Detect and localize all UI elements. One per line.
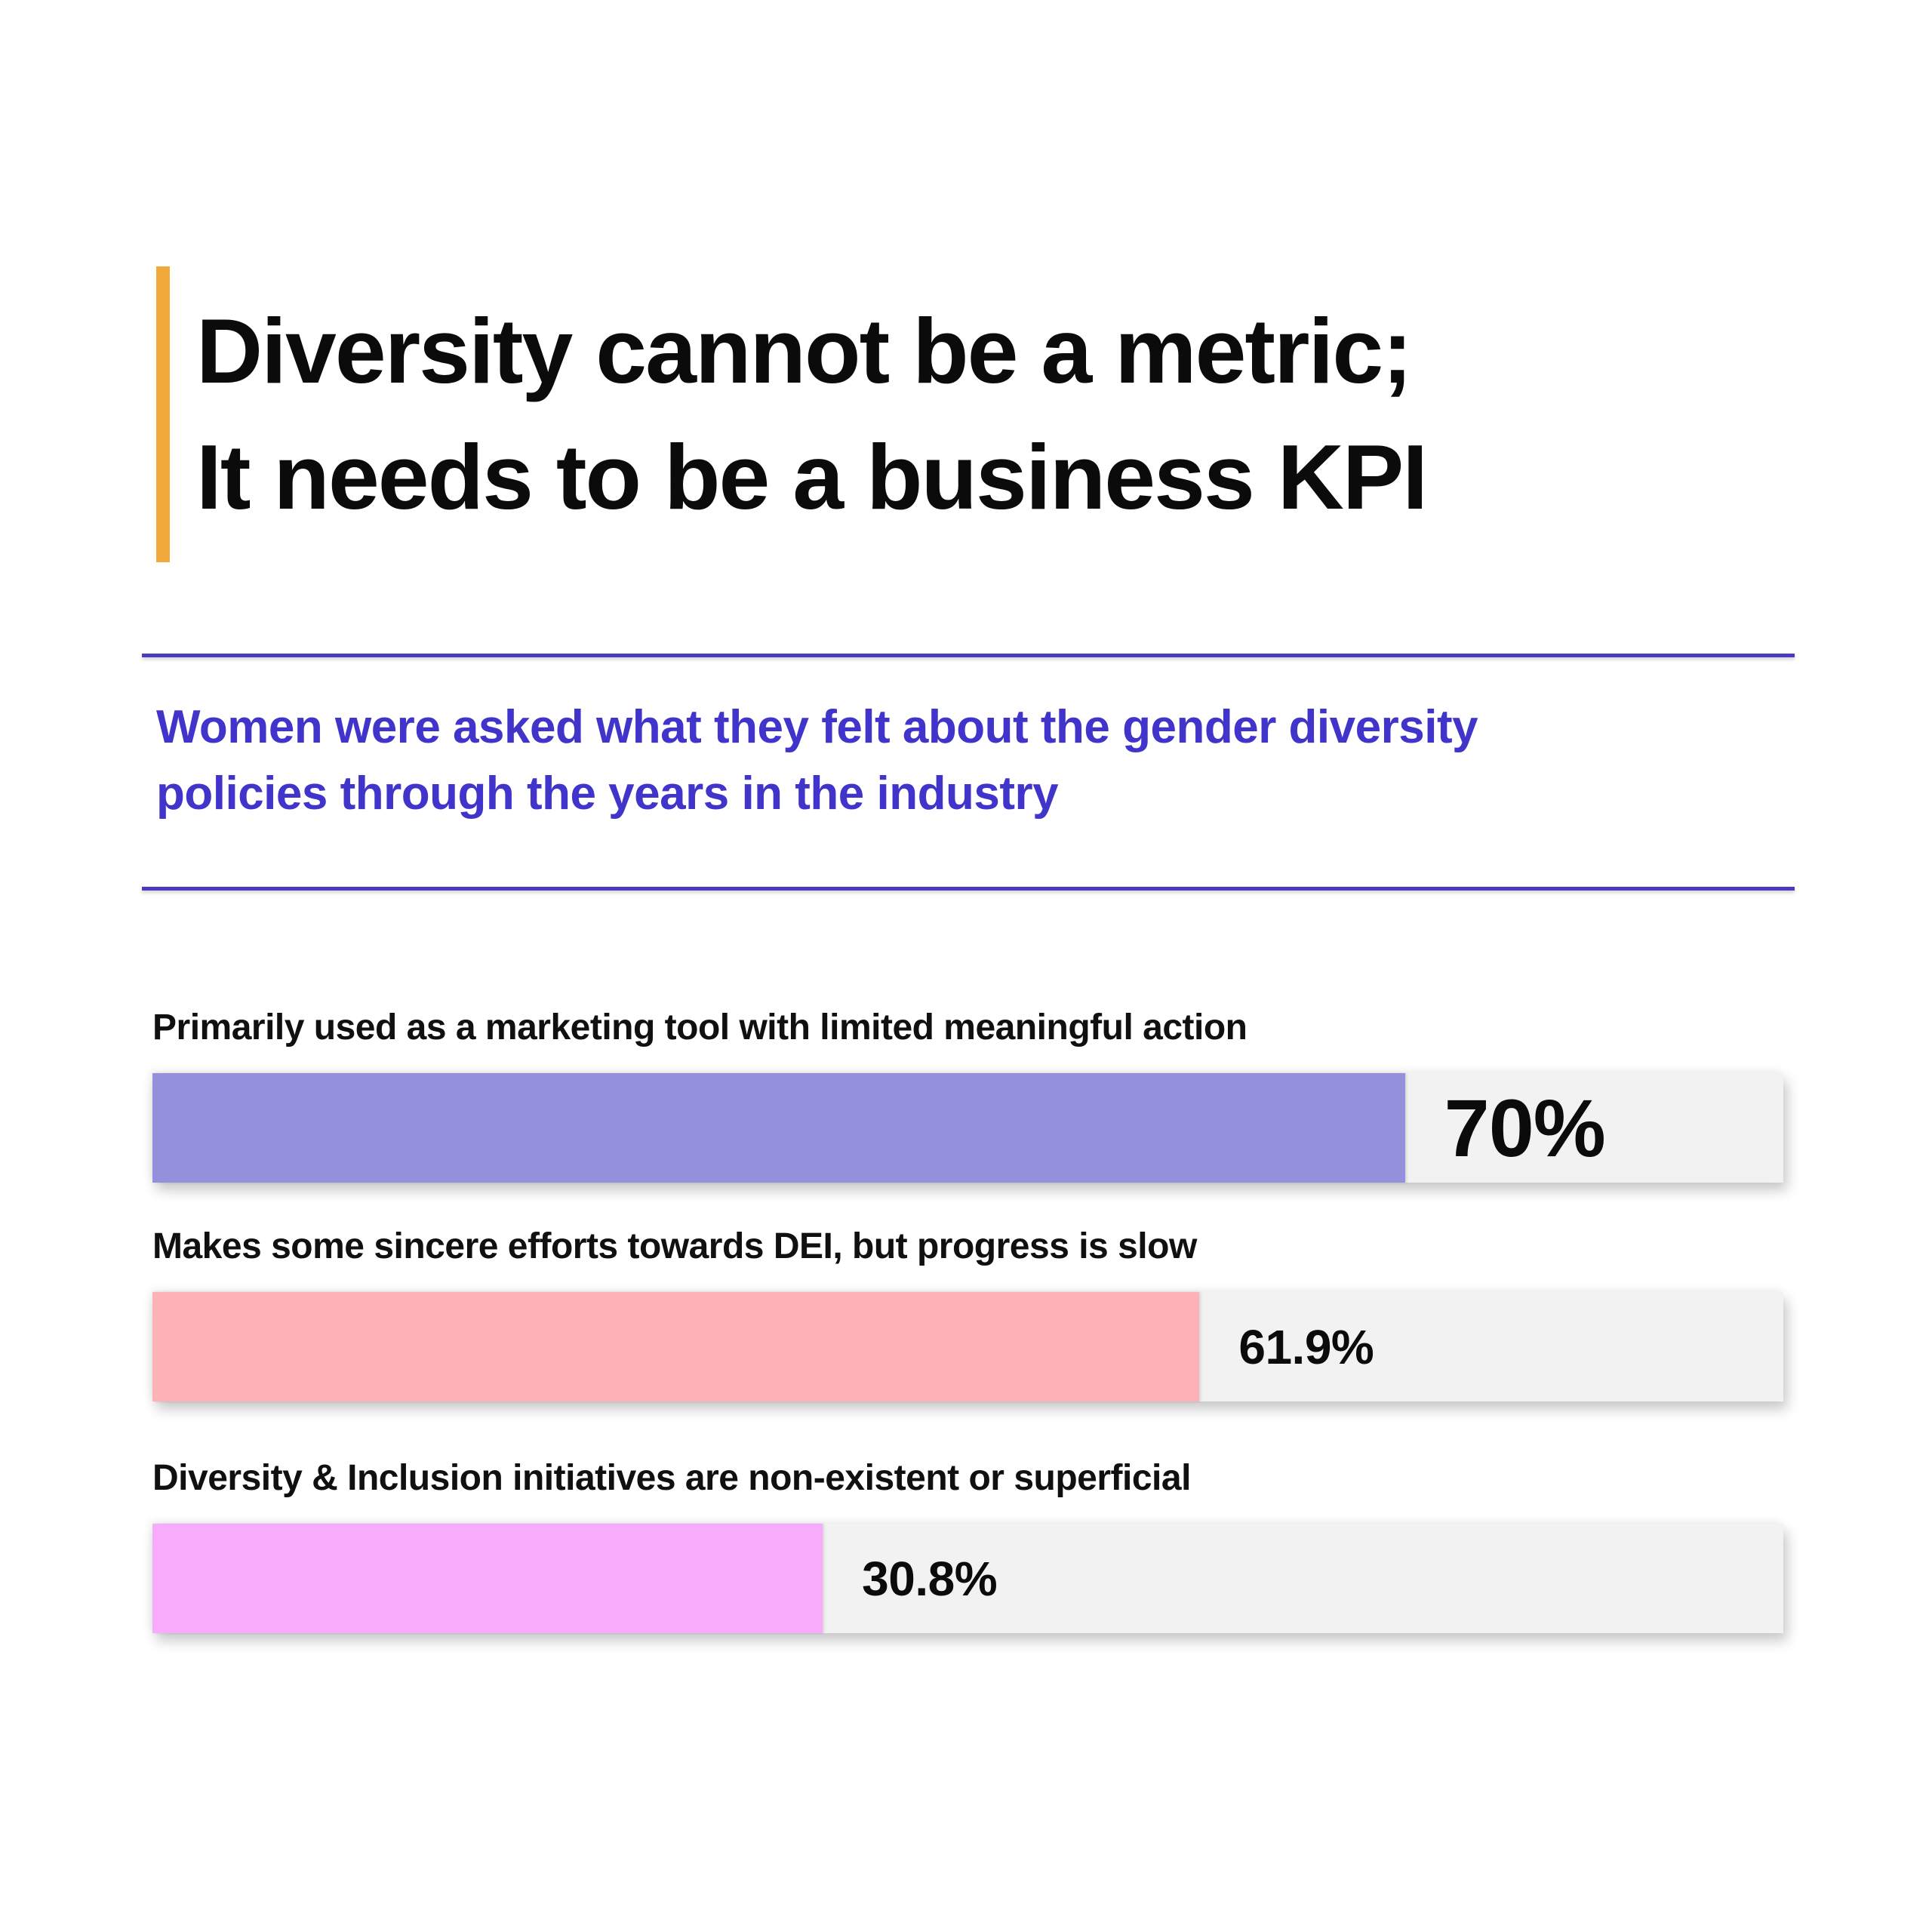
page-title-line-1: Diversity cannot be a metric; (196, 300, 1413, 402)
bar-row-marketing-tool: Primarily used as a marketing tool with … (152, 1006, 1783, 1183)
bar-value: 70% (1444, 1082, 1606, 1174)
bar-track: 70% (152, 1073, 1783, 1183)
bar-label: Primarily used as a marketing tool with … (152, 1008, 1247, 1048)
bar-row-sincere-efforts: Makes some sincere efforts towards DEI, … (152, 1225, 1783, 1401)
bar-row-nonexistent-initiatives: Diversity & Inclusion initiatives are no… (152, 1457, 1783, 1633)
divider-bottom (142, 887, 1795, 891)
title-block: Diversity cannot be a metric; It needs t… (156, 266, 1428, 562)
bar-fill (152, 1073, 1405, 1183)
bar-label: Diversity & Inclusion initiatives are no… (152, 1458, 1191, 1498)
bar-fill (152, 1292, 1200, 1401)
bar-fill (152, 1524, 823, 1633)
accent-bar (156, 266, 170, 562)
bar-label: Makes some sincere efforts towards DEI, … (152, 1226, 1197, 1266)
bar-track: 61.9% (152, 1292, 1783, 1401)
bar-value: 61.9% (1238, 1319, 1374, 1374)
subtitle-text: Women were asked what they felt about th… (156, 701, 1478, 820)
page-title-line-2: It needs to be a business KPI (196, 426, 1428, 528)
divider-top (142, 654, 1795, 657)
bar-track: 30.8% (152, 1524, 1783, 1633)
bar-value: 30.8% (862, 1551, 998, 1606)
